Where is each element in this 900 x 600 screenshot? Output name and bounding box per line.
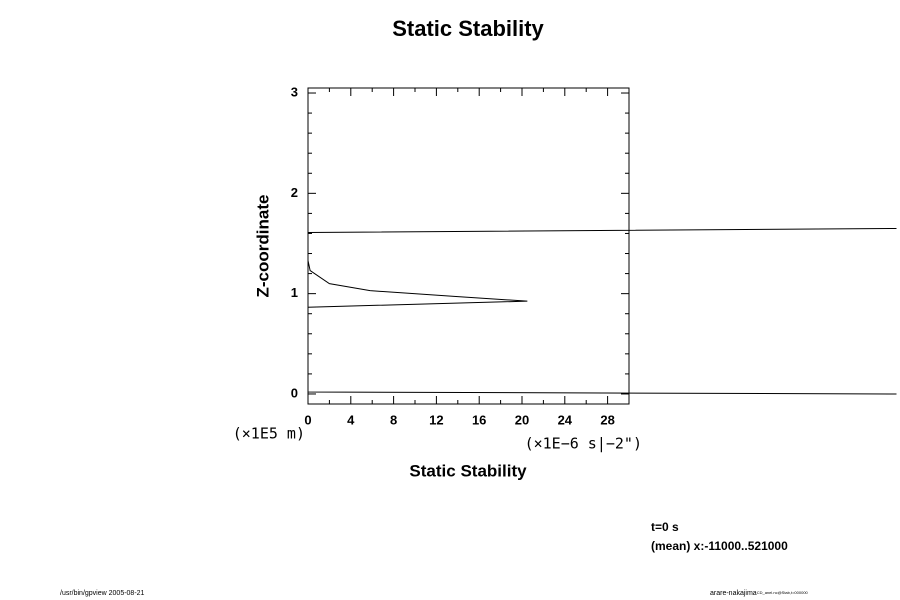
x-tick-label: 20 [515,412,529,427]
x-tick-label: 8 [390,412,397,427]
y-tick-label: 1 [291,285,298,300]
x-tick-label: 4 [347,412,355,427]
footer: /usr/bin/gpview 2005-08-21 [60,590,145,597]
annotation: (mean) x:-11000..521000 [651,539,788,553]
y-axis-label: Z-coordinate [253,195,272,298]
footer: arare-nakajimaCD_anel.nc@Stab,t=000000 [710,590,809,597]
y-tick-label: 3 [291,84,298,99]
annotation: t=0 s [651,520,679,534]
data-line [307,227,897,395]
y-tick-label: 2 [291,185,298,200]
x-tick-label: 28 [600,412,614,427]
x-tick-label: 16 [472,412,486,427]
y-unit: (×1E5 m) [233,425,305,443]
x-tick-label: 0 [304,412,311,427]
plot-frame [307,87,630,405]
x-axis-label: Static Stability [409,461,527,480]
x-tick-label: 24 [558,412,573,427]
y-tick-label: 0 [291,385,298,400]
x-tick-label: 12 [429,412,443,427]
chart-title: Static Stability [392,16,544,41]
x-unit: (×1E−6 s|−2") [525,435,642,453]
